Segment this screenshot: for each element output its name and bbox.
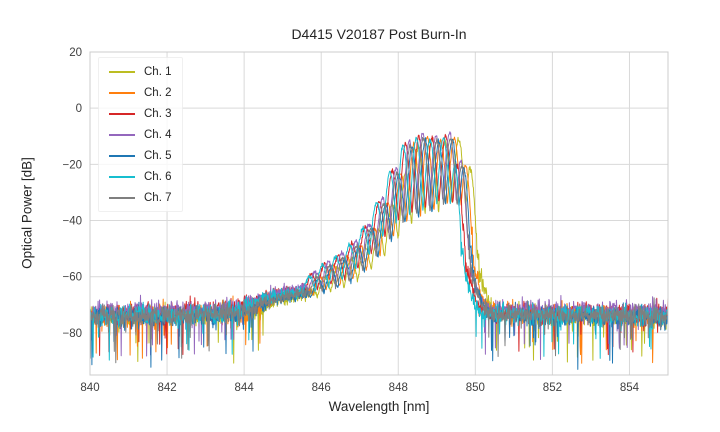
legend-label: Ch. 1	[144, 65, 172, 78]
legend-label: Ch. 2	[144, 86, 172, 99]
legend-label: Ch. 3	[144, 107, 172, 120]
chart-title: D4415 V20187 Post Burn-In	[291, 26, 467, 42]
tick-labels: 840 842 844 846 848 850 852 854 20 0 −20 −40 −60 −80	[62, 47, 639, 394]
legend-label: Ch. 4	[144, 128, 172, 141]
legend-label: Ch. 5	[144, 149, 172, 162]
y-tick-label: −80	[62, 328, 82, 340]
x-tick-label: 852	[543, 382, 562, 394]
series-line-ch-7	[90, 136, 668, 364]
y-tick-label: −60	[62, 272, 82, 284]
legend-item-ch-7: Ch. 7	[109, 189, 172, 206]
y-tick-label: −40	[62, 216, 82, 228]
x-axis-label: Wavelength [nm]	[328, 399, 430, 414]
legend-item-ch-4: Ch. 4	[109, 126, 172, 143]
x-tick-label: 846	[312, 382, 331, 394]
legend-line-sample	[109, 133, 135, 136]
legend-item-ch-1: Ch. 1	[109, 63, 172, 80]
x-tick-label: 848	[389, 382, 408, 394]
legend-line-sample	[109, 175, 135, 178]
legend-line-sample	[109, 154, 135, 157]
x-tick-label: 854	[620, 382, 640, 394]
y-tick-label: 0	[76, 103, 82, 115]
legend: Ch. 1 Ch. 2 Ch. 3 Ch. 4 Ch. 5 Ch. 6 Ch. 7	[98, 57, 183, 212]
x-tick-label: 842	[157, 382, 176, 394]
x-tick-label: 840	[80, 382, 99, 394]
y-tick-label: 20	[69, 47, 82, 59]
series-group	[90, 131, 668, 370]
legend-label: Ch. 6	[144, 170, 172, 183]
legend-line-sample	[109, 112, 135, 115]
legend-line-sample	[109, 70, 135, 73]
legend-item-ch-2: Ch. 2	[109, 84, 172, 101]
legend-item-ch-6: Ch. 6	[109, 168, 172, 185]
legend-label: Ch. 7	[144, 191, 172, 204]
legend-item-ch-3: Ch. 3	[109, 105, 172, 122]
legend-line-sample	[109, 196, 135, 199]
x-tick-label: 844	[235, 382, 255, 394]
plot-frame	[89, 51, 669, 376]
legend-item-ch-5: Ch. 5	[109, 147, 172, 164]
y-tick-label: −20	[62, 159, 82, 171]
legend-line-sample	[109, 91, 135, 94]
x-tick-label: 850	[466, 382, 485, 394]
